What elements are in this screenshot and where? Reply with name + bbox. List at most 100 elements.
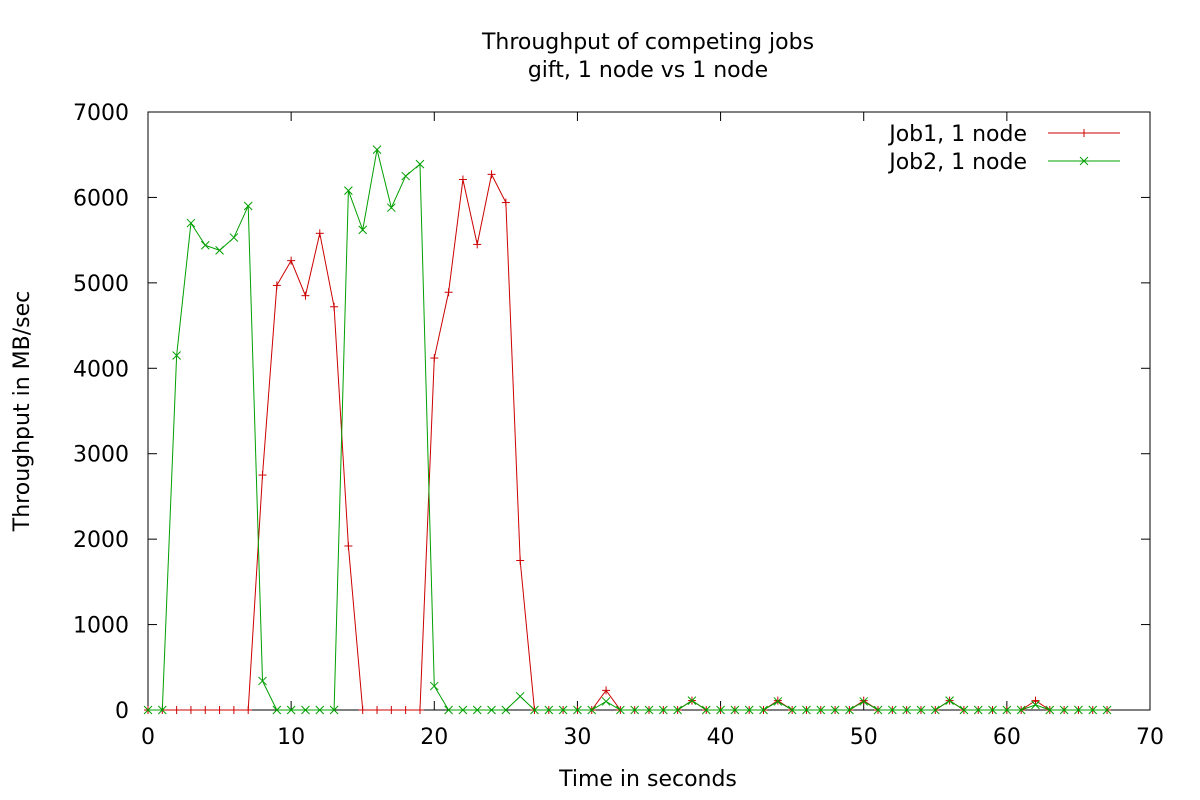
data-point-job1 bbox=[201, 706, 210, 714]
data-point-job2-d2 bbox=[501, 705, 511, 715]
data-point-job2 bbox=[1002, 705, 1012, 715]
data-point-job2-d2 bbox=[658, 705, 668, 715]
data-point-job1 bbox=[301, 291, 310, 300]
data-point-job2-d2 bbox=[816, 705, 826, 715]
series-line-job1 bbox=[148, 172, 1108, 711]
series-job1 bbox=[144, 170, 1112, 714]
data-point-job2-d2 bbox=[200, 240, 210, 250]
data-point-job2 bbox=[630, 705, 640, 715]
data-point-job2-d2 bbox=[1016, 705, 1026, 715]
data-point-job2 bbox=[243, 201, 253, 211]
x-axis-label: Time in seconds bbox=[558, 767, 737, 792]
data-point-job2 bbox=[229, 233, 239, 242]
data-point-job2-d2 bbox=[859, 697, 869, 706]
data-point-job2-d2 bbox=[1031, 700, 1040, 710]
data-point-job2 bbox=[787, 705, 797, 715]
data-point-job2 bbox=[215, 246, 224, 255]
data-point-job2-d2 bbox=[415, 159, 425, 169]
data-point-job1 bbox=[602, 686, 611, 695]
data-point-job2 bbox=[1059, 705, 1069, 715]
data-point-job2-d2 bbox=[916, 705, 926, 715]
data-point-job2 bbox=[401, 171, 411, 181]
data-point-job2 bbox=[930, 705, 940, 715]
data-point-job2-d2 bbox=[630, 705, 640, 715]
data-point-job2-d2 bbox=[1088, 705, 1098, 715]
legend-samples bbox=[1048, 129, 1120, 166]
data-point-job2 bbox=[415, 159, 425, 169]
data-point-job2 bbox=[487, 705, 496, 715]
data-point-job2 bbox=[530, 705, 539, 715]
data-point-job2 bbox=[716, 705, 725, 715]
axis-ticks bbox=[147, 111, 1151, 711]
x-tick-label: 30 bbox=[563, 725, 591, 750]
data-point-job2-d2 bbox=[258, 676, 267, 686]
data-point-job1 bbox=[387, 706, 396, 714]
data-point-job2 bbox=[902, 705, 912, 715]
data-point-job2-d2 bbox=[315, 705, 325, 715]
data-point-job2-d2 bbox=[215, 246, 224, 255]
data-point-job2-d2 bbox=[616, 705, 625, 715]
data-point-job2-d2 bbox=[673, 705, 682, 715]
data-point-job1 bbox=[516, 556, 525, 565]
data-point-job2 bbox=[258, 676, 267, 686]
data-point-job2-d2 bbox=[429, 681, 439, 691]
data-point-job2 bbox=[358, 225, 368, 235]
data-point-job2 bbox=[973, 705, 983, 715]
legend-marker-job2 bbox=[1079, 156, 1089, 166]
data-point-job2 bbox=[658, 705, 668, 715]
x-tick-label: 60 bbox=[993, 725, 1021, 750]
data-point-job2-d2 bbox=[701, 705, 711, 715]
data-point-job2 bbox=[959, 705, 969, 715]
data-point-job2 bbox=[386, 203, 396, 213]
data-point-job2 bbox=[200, 240, 210, 250]
data-point-job1 bbox=[473, 240, 482, 249]
chart-title: Throughput of competing jobs bbox=[481, 30, 814, 55]
data-point-job1 bbox=[344, 541, 353, 550]
x-tick-label: 50 bbox=[850, 725, 878, 750]
x-tick-labels: 0 10 20 30 40 50 60 70 bbox=[141, 725, 1164, 750]
legend: Job1, 1 node Job2, 1 node bbox=[887, 122, 1120, 175]
data-point-job2-d2 bbox=[902, 705, 912, 715]
data-point-job2-d2 bbox=[401, 171, 411, 181]
data-point-job2 bbox=[372, 145, 382, 154]
data-point-job2-d2 bbox=[973, 705, 983, 715]
data-point-job1 bbox=[859, 696, 868, 705]
data-point-job2-d2 bbox=[515, 691, 525, 701]
data-point-job2 bbox=[1088, 705, 1098, 715]
data-point-job2-d2 bbox=[444, 705, 453, 715]
data-point-job2 bbox=[988, 705, 997, 715]
series-layer bbox=[143, 145, 1112, 715]
data-point-job2 bbox=[945, 696, 954, 705]
data-point-job2 bbox=[587, 705, 597, 715]
data-point-job2-d2 bbox=[1102, 705, 1112, 715]
series-line-job2 bbox=[148, 149, 1108, 711]
data-point-job2-d2 bbox=[544, 705, 554, 715]
legend-label-job2: Job2, 1 node bbox=[887, 150, 1027, 175]
data-point-job2-d2 bbox=[687, 696, 697, 705]
data-point-job2-d2 bbox=[301, 705, 310, 715]
x-tick-label: 20 bbox=[420, 725, 448, 750]
data-point-job2-d2 bbox=[186, 218, 196, 228]
data-point-job2-d2 bbox=[744, 705, 754, 715]
data-point-job2 bbox=[845, 705, 854, 715]
data-point-job2-d2 bbox=[458, 705, 468, 715]
data-point-job1 bbox=[501, 198, 510, 207]
data-point-job2-d2 bbox=[759, 705, 768, 715]
x-tick-label: 0 bbox=[141, 725, 155, 750]
data-point-job2-d2 bbox=[344, 186, 353, 195]
data-point-job2-d2 bbox=[716, 705, 725, 715]
data-point-job1 bbox=[358, 706, 367, 714]
data-point-job2 bbox=[344, 186, 353, 195]
data-point-job1 bbox=[258, 471, 267, 480]
data-point-job2 bbox=[673, 705, 682, 715]
data-point-job2-d2 bbox=[386, 203, 396, 213]
data-point-job2-d2 bbox=[988, 705, 997, 715]
data-point-job1 bbox=[229, 706, 238, 714]
data-point-job2 bbox=[515, 691, 525, 701]
data-point-job2-d2 bbox=[143, 705, 153, 715]
data-point-job2 bbox=[172, 351, 181, 360]
data-point-job2 bbox=[458, 705, 468, 715]
y-tick-label: 6000 bbox=[73, 186, 129, 211]
data-point-job1 bbox=[287, 256, 296, 265]
data-point-job2-d2 bbox=[873, 705, 883, 715]
